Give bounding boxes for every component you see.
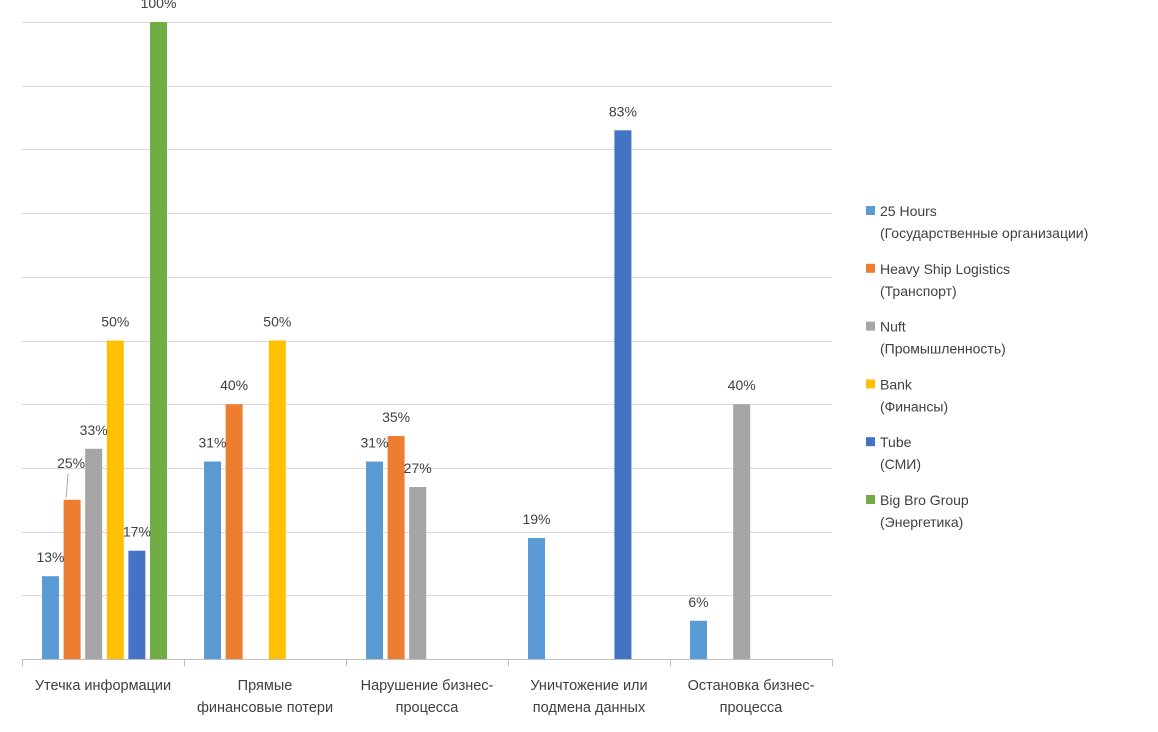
legend-label: 25 Hours	[880, 203, 937, 219]
data-label: 13%	[36, 549, 64, 565]
category-label: процесса	[720, 700, 784, 716]
bar	[409, 487, 427, 659]
bar	[733, 404, 751, 659]
data-label: 31%	[198, 435, 226, 451]
legend-label: Nuft	[880, 319, 906, 335]
bar	[366, 461, 383, 659]
legend-label: Tube	[880, 434, 912, 450]
bar	[690, 620, 707, 659]
bar	[614, 130, 632, 660]
legend-label: (Энергетика)	[880, 514, 963, 530]
bar	[128, 550, 146, 659]
legend-label: (Промышленность)	[880, 341, 1006, 357]
data-label: 25%	[57, 455, 85, 471]
data-label: 33%	[80, 422, 108, 438]
legend-label: Bank	[880, 376, 913, 392]
category-label: финансовые потери	[197, 700, 333, 716]
legend-swatch	[866, 263, 875, 273]
legend: 25 Hours (Государственные организации) Hea…	[866, 203, 1088, 530]
data-label: 40%	[728, 377, 756, 393]
category-label: Остановка бизнес-	[688, 678, 815, 694]
bar	[150, 22, 167, 659]
legend-swatch	[866, 379, 875, 389]
legend-label: Big Bro Group	[880, 492, 969, 508]
bar	[85, 448, 103, 659]
data-label: 17%	[123, 524, 151, 540]
data-label: 100%	[141, 0, 177, 11]
data-label: 27%	[404, 460, 432, 476]
data-label: 40%	[220, 377, 248, 393]
category-label: подмена данных	[533, 700, 646, 716]
bar	[42, 576, 59, 659]
bar	[225, 404, 243, 659]
legend-label: (Транспорт)	[880, 283, 957, 299]
legend-label: (СМИ)	[880, 456, 921, 472]
bar	[387, 436, 405, 659]
legend-label: (Финансы)	[880, 398, 948, 414]
bars	[42, 22, 751, 660]
data-label: 35%	[382, 409, 410, 425]
bar	[268, 340, 286, 659]
data-label: 50%	[263, 314, 291, 330]
category-label: Уничтожение или	[530, 678, 647, 694]
legend-label: (Государственные организации)	[880, 225, 1088, 241]
bar	[63, 499, 81, 659]
bar	[204, 461, 221, 659]
data-label: 19%	[522, 511, 550, 527]
gridlines	[22, 22, 832, 596]
data-label: 50%	[101, 314, 129, 330]
data-label: 6%	[688, 594, 708, 610]
category-label: Утечка информации	[35, 678, 171, 694]
category-label: Прямые	[238, 678, 293, 694]
category-label: процесса	[396, 700, 460, 716]
legend-swatch	[866, 437, 875, 447]
bar	[528, 537, 545, 659]
data-labels: 13% 31% 31% 19% 6% 25% 40% 35% 33% 27% 40% 50% 50% 17…	[36, 0, 755, 610]
category-label: Нарушение бизнес-	[361, 678, 494, 694]
legend-label: Heavy Ship Logistics	[880, 261, 1010, 277]
data-label: 83%	[609, 103, 637, 119]
legend-swatch	[866, 495, 875, 504]
legend-swatch	[866, 321, 875, 331]
leader-line	[65, 473, 69, 498]
legend-swatch	[866, 206, 875, 215]
bar	[106, 340, 124, 659]
x-axis: Утечка информации Прямые финансовые потери…	[22, 659, 833, 716]
data-label: 31%	[360, 435, 388, 451]
